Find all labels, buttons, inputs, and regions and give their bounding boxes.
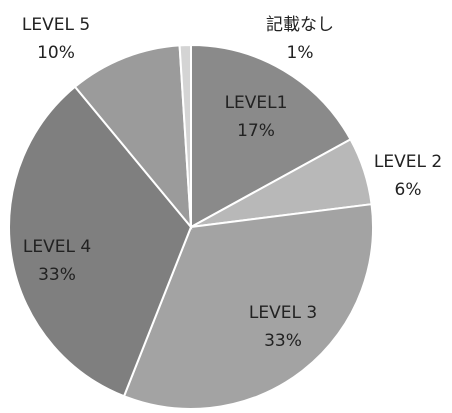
slice-percent-label: 33% [264, 331, 302, 351]
slice-name-label: LEVEL 4 [23, 237, 91, 257]
slice-percent-label: 1% [287, 43, 314, 63]
slice-name-label: LEVEL 5 [22, 15, 90, 35]
slice-name-label: LEVEL 3 [249, 303, 317, 323]
pie-labels: LEVEL1 17% LEVEL 2 6% LEVEL 3 33% LEVEL 4 33% LE… [22, 15, 442, 351]
slice-percent-label: 33% [38, 265, 76, 285]
pie-slice-1 [190, 43, 352, 229]
pie-slice-5 [73, 44, 193, 231]
slice-percent-label: 6% [395, 180, 422, 200]
slice-name-label: LEVEL 2 [374, 152, 442, 172]
pie-slice-3 [122, 203, 374, 410]
pie-slice-6 [178, 43, 192, 228]
slice-percent-label: 17% [237, 121, 275, 141]
slice-name-label: 記載なし [266, 15, 334, 35]
pie-slice-4 [8, 85, 193, 398]
slice-percent-label: 10% [37, 43, 75, 63]
slice-name-label: LEVEL1 [225, 93, 288, 113]
pie-slices [8, 43, 374, 410]
